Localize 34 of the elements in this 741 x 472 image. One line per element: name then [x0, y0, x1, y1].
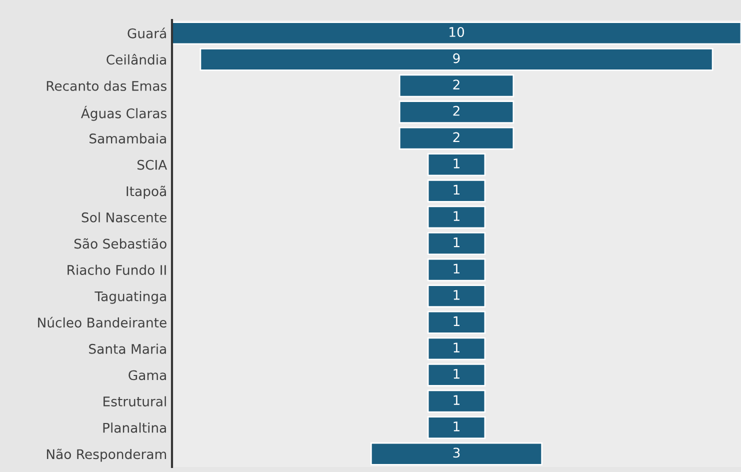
- data-label: 1: [454, 316, 460, 326]
- data-label: 1: [454, 368, 460, 379]
- data-label: 10: [450, 26, 464, 37]
- category-label: Recanto das Emas: [46, 80, 166, 91]
- category-label: Sol Nascente: [82, 212, 166, 222]
- category-label: SCIA: [138, 160, 168, 170]
- data-label: 1: [454, 422, 460, 432]
- category-label: Gama: [128, 370, 166, 380]
- category-label: Ceilândia: [106, 54, 166, 65]
- category-label: Riacho Fundo II: [68, 264, 166, 275]
- data-label: 9: [453, 53, 460, 64]
- data-label: 1: [454, 264, 460, 274]
- category-label: Guará: [128, 28, 166, 38]
- data-label: 1: [454, 342, 460, 352]
- data-label: 1: [454, 158, 460, 168]
- category-label: Itapoã: [126, 186, 166, 199]
- data-label: 2: [453, 106, 460, 116]
- data-label: 1: [454, 395, 460, 405]
- data-label: 1: [454, 238, 460, 248]
- data-label: 1: [454, 211, 460, 221]
- data-label: 2: [453, 132, 460, 142]
- data-label: 2: [453, 80, 460, 90]
- category-label: Águas Claras: [80, 106, 166, 121]
- data-label: 1: [454, 184, 460, 195]
- category-label: Santa Maria: [89, 344, 166, 354]
- category-label: Taguatinga: [94, 291, 166, 304]
- category-label: Núcleo Bandeirante: [38, 316, 166, 328]
- category-label: Samambaia: [90, 133, 166, 144]
- category-label: Planaltina: [103, 422, 166, 433]
- category-label: Estrutural: [104, 396, 166, 406]
- category-label: São Sebastião: [74, 238, 166, 249]
- category-label: Não Responderam: [46, 448, 166, 462]
- data-label: 3: [453, 448, 460, 458]
- data-label: 1: [454, 290, 460, 300]
